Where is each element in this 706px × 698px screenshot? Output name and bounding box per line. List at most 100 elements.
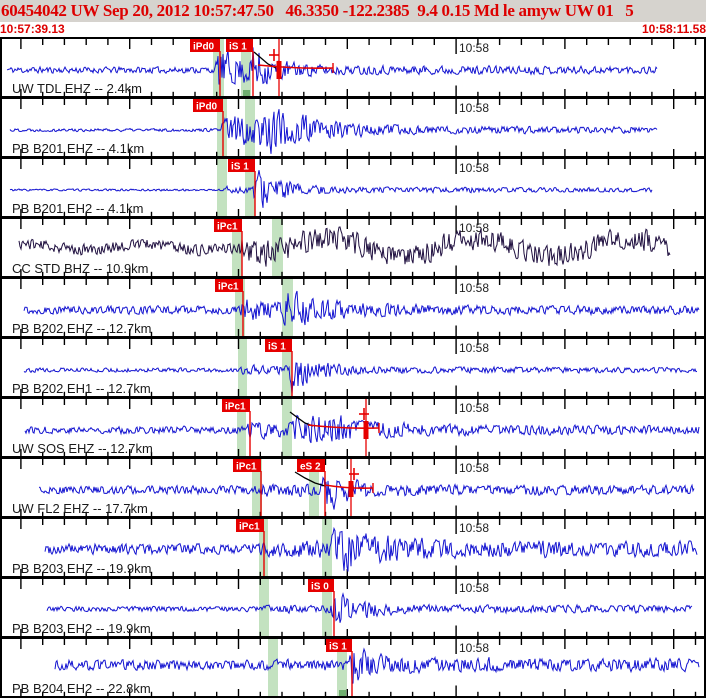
- minute-label: 10:58: [459, 221, 489, 235]
- coda-measure[interactable]: [294, 459, 374, 516]
- pick-flag: [215, 279, 243, 292]
- time-ticks: [20, 219, 697, 276]
- station-label: PB B204 EH2 -- 22.8km: [12, 681, 151, 696]
- trace-panel[interactable]: 10:58 iPc1 UW SOS EHZ -- 12.7km: [2, 396, 704, 456]
- pick-window-band: [259, 579, 269, 636]
- pick-flag-label: iS 1: [329, 642, 347, 653]
- minute-label: 10:58: [459, 461, 489, 475]
- pick-window-band: [217, 159, 227, 216]
- seismogram-trace: [44, 526, 698, 572]
- minute-label: 10:58: [459, 341, 489, 355]
- station-label: PB B201 EH2 -- 4.1km: [12, 201, 144, 216]
- phase-pick[interactable]: iS 1: [226, 39, 254, 96]
- minute-label: 10:58: [459, 101, 489, 115]
- pick-flag-label: iPc1: [217, 222, 238, 233]
- pick-flag-label: iPc1: [218, 282, 239, 293]
- pick-flag: [265, 339, 292, 352]
- seismogram-trace: [38, 476, 695, 510]
- station-label: PB B202 EHZ -- 12.7km: [12, 321, 151, 336]
- pick-flag: [326, 639, 352, 652]
- phase-pick[interactable]: iS 1: [228, 159, 256, 216]
- coda-measure[interactable]: [289, 399, 380, 456]
- pick-flag-label: iPd0: [196, 102, 218, 113]
- station-label: CC STD BHZ -- 10.9km: [12, 261, 149, 276]
- window-end-time: 10:58:11.58: [641, 22, 706, 36]
- phase-pick[interactable]: eS 2: [297, 459, 326, 516]
- pick-flag: [190, 39, 220, 52]
- pick-window-band: [238, 339, 247, 396]
- minute-label: 10:58: [459, 41, 489, 55]
- minute-label: 10:58: [459, 161, 489, 175]
- pick-flag-label: iPc1: [239, 522, 260, 533]
- pick-window-band: [235, 279, 245, 336]
- seismogram-trace: [24, 414, 700, 444]
- pick-flag: [233, 459, 261, 472]
- time-ticks: [20, 639, 697, 696]
- minute-label: 10:58: [459, 521, 489, 535]
- phase-pick[interactable]: iPc1: [236, 519, 265, 576]
- pick-flag-label: eS 2: [300, 462, 321, 473]
- station-label: PB B203 EHZ -- 19.9km: [12, 561, 151, 576]
- trace-panel[interactable]: 10:58 iPc1 eS 2 UW FL2 EHZ -- 17.7km: [2, 456, 704, 516]
- trace-panel[interactable]: 10:58 iPc1 PB B202 EHZ -- 12.7km: [2, 276, 704, 336]
- pick-flag: [214, 219, 242, 232]
- trace-panel[interactable]: 10:58 iS 1 PB B204 EH2 -- 22.8km: [2, 636, 704, 696]
- time-ticks: [20, 519, 697, 576]
- phase-pick[interactable]: iS 1: [265, 339, 293, 396]
- phase-pick[interactable]: iS 0: [308, 579, 335, 636]
- pick-window-band: [322, 579, 332, 636]
- time-ticks: [20, 339, 697, 396]
- trace-panel[interactable]: 10:58 iS 1 PB B201 EH2 -- 4.1km: [2, 156, 704, 216]
- pick-flag-label: iPd0: [193, 42, 215, 53]
- coda-measure[interactable]: [253, 39, 334, 96]
- phase-pick[interactable]: iS 1: [326, 639, 353, 696]
- phase-pick[interactable]: iPd0: [190, 39, 221, 96]
- trace-panel[interactable]: 10:58 iS 1 PB B202 EH1 -- 12.7km: [2, 336, 704, 396]
- minute-label: 10:58: [459, 641, 489, 655]
- pick-window-band: [232, 219, 242, 276]
- pick-window-band: [252, 459, 262, 516]
- station-label: PB B201 EHZ -- 4.1km: [12, 141, 144, 156]
- pick-flag: [222, 399, 250, 412]
- time-ticks: [20, 159, 697, 216]
- pick-window-band: [217, 99, 227, 156]
- coda-fit-line: [257, 64, 334, 69]
- phase-pick[interactable]: iPd0: [193, 99, 224, 156]
- pick-window-band: [241, 39, 251, 96]
- pick-flag: [226, 39, 253, 52]
- seismogram-trace: [6, 47, 658, 85]
- window-start-time: 10:57:39.13: [0, 22, 65, 36]
- pick-flag: [228, 159, 255, 172]
- pick-flag-label: iPc1: [236, 462, 257, 473]
- seismogram-trace: [46, 592, 693, 623]
- time-ticks: [20, 459, 697, 516]
- station-label: PB B202 EH1 -- 12.7km: [12, 381, 151, 396]
- event-header: 60454042 UW Sep 20, 2012 10:57:47.50 46.…: [0, 0, 706, 22]
- trace-panel[interactable]: 10:58 iPd0 iS 1 UW TDL EHZ -- 2.4km: [2, 39, 704, 96]
- phase-pick[interactable]: iPc1: [222, 399, 251, 456]
- minute-label: 10:58: [459, 281, 489, 295]
- seismogram-trace: [9, 170, 653, 208]
- minute-label: 10:58: [459, 581, 489, 595]
- seismogram-trace: [23, 290, 700, 326]
- station-label: UW FL2 EHZ -- 17.7km: [12, 501, 148, 516]
- time-ticks: [20, 399, 697, 456]
- seismogram-trace: [23, 362, 698, 394]
- pick-flag-label: iS 1: [229, 42, 247, 53]
- trace-panel-list: 10:58 iPd0 iS 1 UW TDL EHZ -- 2.4km 10:58 iPd…: [0, 37, 706, 698]
- pick-flag: [193, 99, 223, 112]
- phase-pick[interactable]: iPc1: [215, 279, 244, 336]
- minute-label: 10:58: [459, 401, 489, 415]
- trace-panel[interactable]: 10:58 iS 0 PB B203 EH2 -- 19.9km: [2, 576, 704, 636]
- phase-pick[interactable]: iPc1: [233, 459, 262, 516]
- pick-window-band: [268, 639, 278, 696]
- trace-panel[interactable]: 10:58 iPd0 PB B201 EHZ -- 4.1km: [2, 96, 704, 156]
- coda-fit-line: [307, 424, 380, 429]
- trace-panel[interactable]: 10:58 iPc1 PB B203 EHZ -- 19.9km: [2, 516, 704, 576]
- seismogram-trace: [54, 647, 700, 684]
- trace-panel[interactable]: 10:58 iPc1 CC STD BHZ -- 10.9km: [2, 216, 704, 276]
- pick-flag-label: iS 1: [268, 342, 286, 353]
- phase-pick[interactable]: iPc1: [214, 219, 243, 276]
- event-summary-text: 60454042 UW Sep 20, 2012 10:57:47.50 46.…: [1, 1, 634, 20]
